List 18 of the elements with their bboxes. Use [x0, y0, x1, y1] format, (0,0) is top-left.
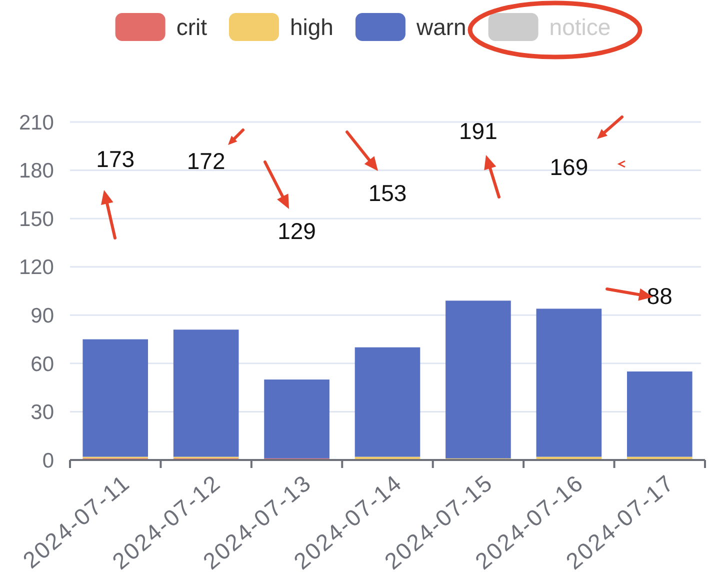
annotation: 173: [96, 146, 135, 172]
annotation: 153: [368, 180, 407, 206]
legend-label: crit: [176, 14, 208, 40]
y-tick-label: 30: [30, 401, 54, 424]
annotation: 88: [646, 283, 672, 310]
y-tick-label: 210: [18, 111, 54, 134]
y-tick-label: 150: [18, 208, 54, 231]
legend-label: high: [290, 14, 334, 40]
legend-label: warn: [415, 14, 466, 40]
annotation: 129: [278, 218, 316, 244]
y-tick-label: 0: [42, 449, 54, 472]
annotation: 191: [459, 118, 498, 144]
annotation: 172: [186, 148, 226, 174]
y-tick-label: 60: [30, 352, 54, 376]
y-tick-label: 180: [18, 160, 54, 183]
annotation: 169: [550, 154, 588, 180]
y-tick-label: 120: [18, 256, 54, 280]
y-tick-label: 90: [30, 304, 54, 328]
